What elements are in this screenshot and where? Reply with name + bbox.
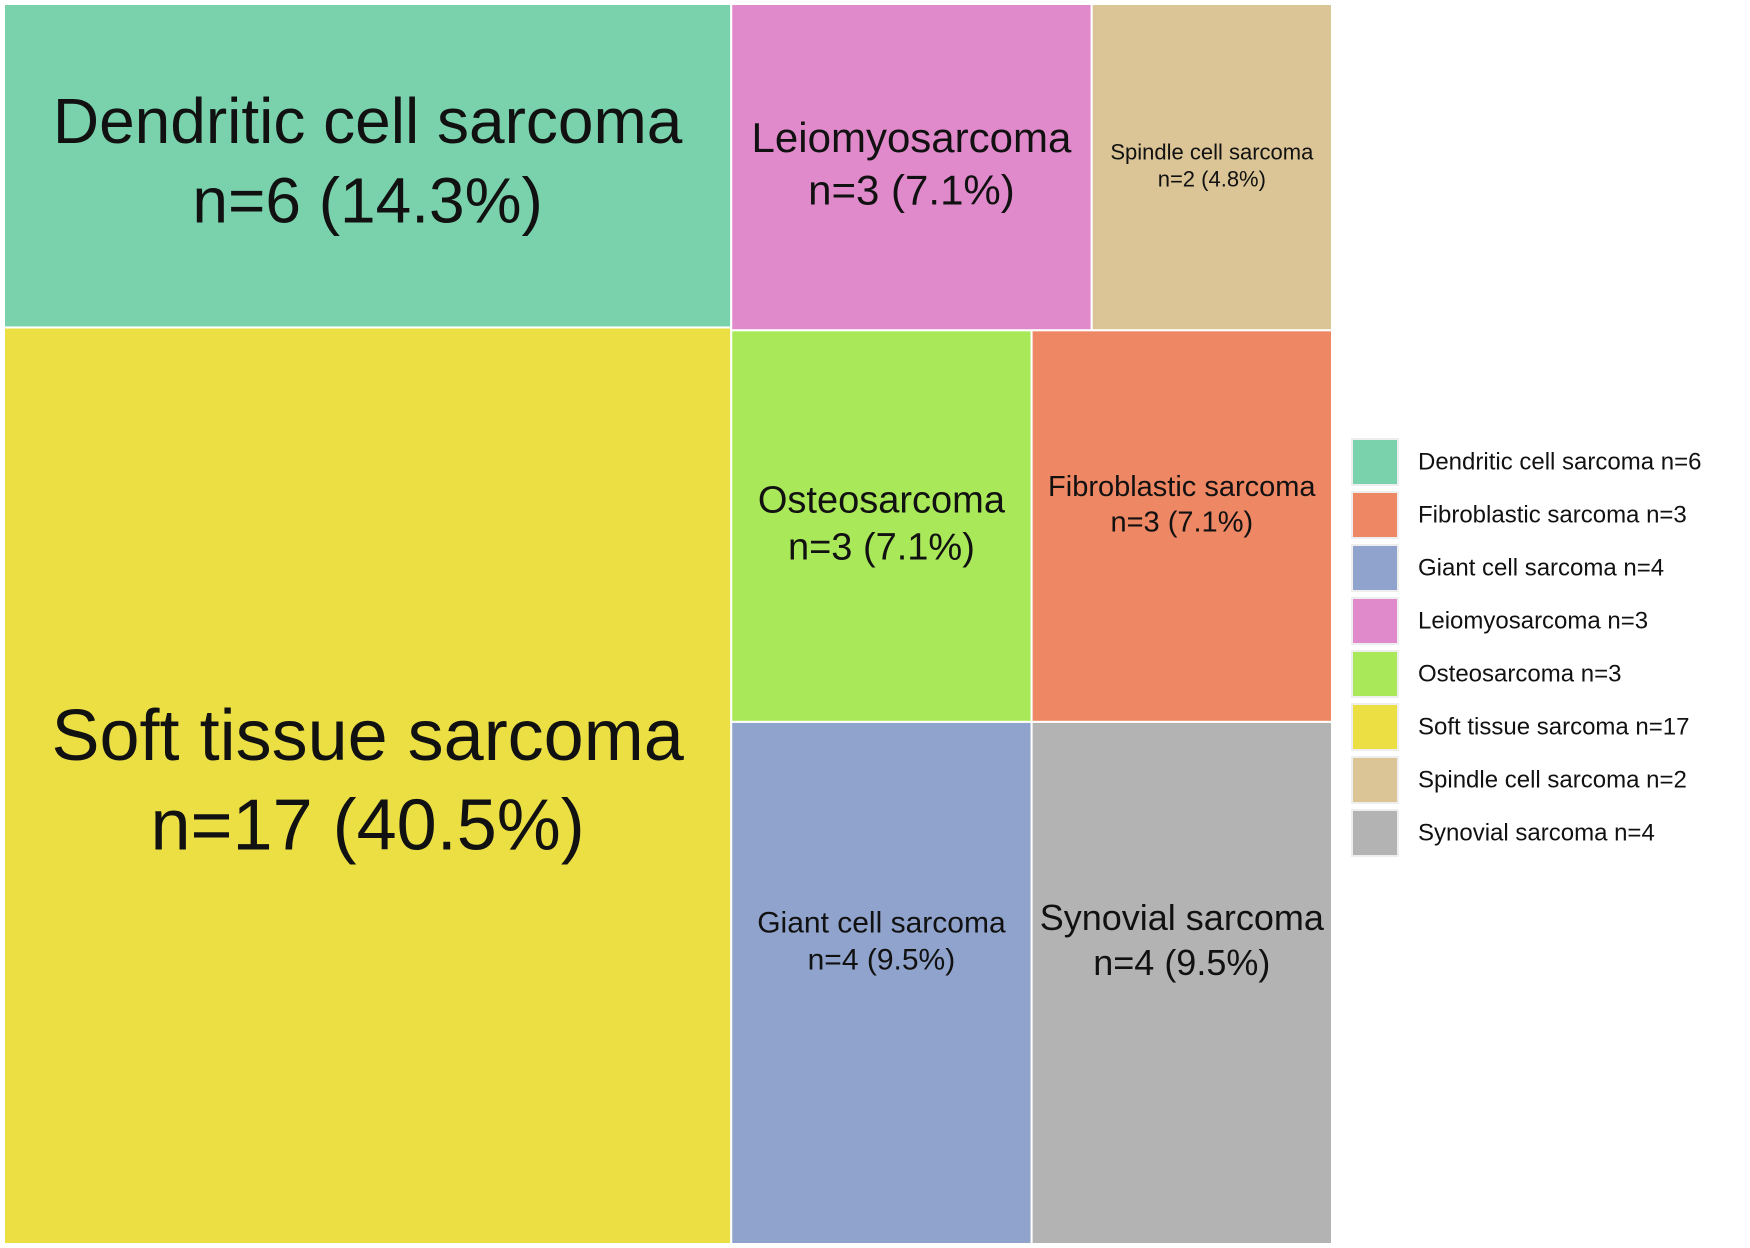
legend-label: Dendritic cell sarcoma n=6 bbox=[1418, 448, 1701, 475]
tile bbox=[3, 326, 733, 1245]
legend-swatch bbox=[1351, 650, 1399, 698]
tile bbox=[1090, 3, 1333, 332]
tile-label: Leiomyosarcoma bbox=[752, 114, 1072, 161]
tile-label: Osteosarcoma bbox=[758, 480, 1006, 522]
tile bbox=[730, 3, 1093, 332]
tile-value-label: n=2 (4.8%) bbox=[1158, 167, 1266, 192]
tile bbox=[730, 329, 1033, 723]
legend-swatch bbox=[1351, 491, 1399, 539]
legend-swatch bbox=[1351, 756, 1399, 804]
tile-label: Synovial sarcoma bbox=[1040, 897, 1325, 938]
tile-value-label: n=4 (9.5%) bbox=[1093, 942, 1270, 983]
legend-label: Giant cell sarcoma n=4 bbox=[1418, 554, 1664, 581]
legend-swatch bbox=[1351, 544, 1399, 592]
tile-value-label: n=6 (14.3%) bbox=[192, 164, 542, 236]
legend-swatch bbox=[1351, 597, 1399, 645]
legend-swatch bbox=[1351, 438, 1399, 486]
legend-label: Leiomyosarcoma n=3 bbox=[1418, 607, 1648, 634]
tile-label: Fibroblastic sarcoma bbox=[1048, 471, 1316, 503]
tile-label: Dendritic cell sarcoma bbox=[53, 85, 683, 157]
legend-label: Spindle cell sarcoma n=2 bbox=[1418, 766, 1687, 793]
legend-label: Synovial sarcoma n=4 bbox=[1418, 819, 1655, 846]
legend-swatch bbox=[1351, 703, 1399, 751]
tile-value-label: n=3 (7.1%) bbox=[788, 527, 975, 569]
tile-value-label: n=3 (7.1%) bbox=[808, 166, 1015, 213]
tile-label: Soft tissue sarcoma bbox=[51, 696, 684, 776]
tile-value-label: n=4 (9.5%) bbox=[808, 943, 956, 976]
tile bbox=[3, 3, 733, 329]
tile-value-label: n=3 (7.1%) bbox=[1110, 507, 1253, 539]
tile bbox=[730, 720, 1033, 1245]
tile-label: Giant cell sarcoma bbox=[757, 906, 1006, 939]
legend-label: Fibroblastic sarcoma n=3 bbox=[1418, 501, 1687, 528]
tile bbox=[1030, 329, 1333, 723]
tile-label: Spindle cell sarcoma bbox=[1110, 139, 1314, 164]
legend-swatch bbox=[1351, 809, 1399, 857]
legend-label: Osteosarcoma n=3 bbox=[1418, 660, 1621, 687]
tile-value-label: n=17 (40.5%) bbox=[150, 785, 584, 865]
tile bbox=[1030, 720, 1333, 1245]
legend-label: Soft tissue sarcoma n=17 bbox=[1418, 713, 1689, 740]
